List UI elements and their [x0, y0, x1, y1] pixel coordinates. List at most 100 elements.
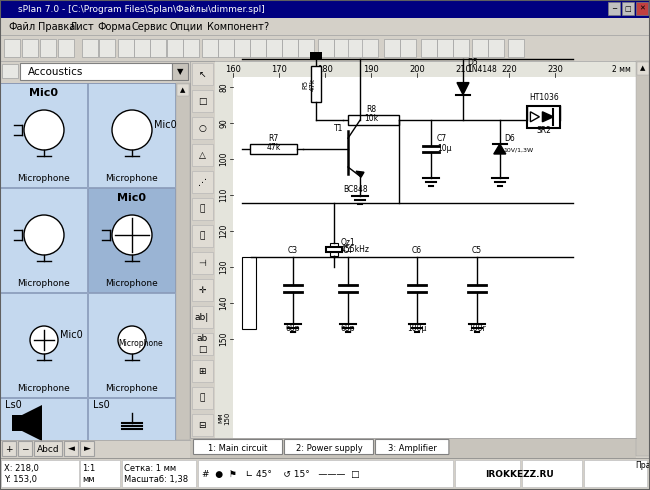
Text: 100μ: 100μ	[408, 324, 426, 333]
FancyBboxPatch shape	[194, 440, 283, 455]
Bar	[311, 66, 321, 102]
Bar	[34, 441, 62, 456]
Bar	[122, 460, 196, 487]
Bar	[362, 39, 378, 57]
Text: sPlan 7.0 - [C:\Program Files\Splan\Файлы\dimmer.spl]: sPlan 7.0 - [C:\Program Files\Splan\Файл…	[18, 4, 265, 14]
Text: Сервис: Сервис	[132, 22, 168, 31]
Text: R7: R7	[268, 134, 279, 143]
Text: ↖: ↖	[198, 70, 206, 78]
Bar	[0, 0, 650, 18]
Text: 120: 120	[220, 224, 229, 238]
Text: 1N4148: 1N4148	[467, 65, 497, 74]
Text: Accoustics: Accoustics	[28, 67, 83, 77]
Bar	[2, 441, 16, 456]
Text: Mic0: Mic0	[154, 120, 177, 130]
Text: 140: 140	[220, 296, 229, 310]
Bar	[1, 460, 79, 487]
Bar	[183, 39, 199, 57]
Bar	[0, 458, 650, 490]
Bar	[242, 257, 256, 329]
Bar	[0, 18, 650, 35]
Text: мм
150: мм 150	[218, 411, 231, 425]
Text: Mic0: Mic0	[60, 330, 83, 340]
Bar	[80, 460, 120, 487]
Bar	[172, 63, 188, 80]
Text: □: □	[625, 6, 631, 12]
Bar	[0, 440, 190, 458]
Bar	[472, 39, 488, 57]
FancyBboxPatch shape	[285, 440, 374, 455]
Text: 68p: 68p	[341, 324, 356, 333]
Bar	[334, 39, 350, 57]
Text: ◄: ◄	[68, 444, 75, 454]
Text: 2: Power supply: 2: Power supply	[296, 443, 363, 452]
Bar	[453, 39, 469, 57]
Text: Microphone: Microphone	[105, 278, 159, 288]
Text: C7: C7	[437, 134, 447, 143]
Bar	[266, 39, 282, 57]
Bar	[2, 64, 18, 78]
Text: ⊣: ⊣	[198, 259, 206, 268]
Bar	[192, 117, 213, 139]
Text: T1: T1	[334, 124, 343, 133]
Bar	[190, 438, 636, 458]
Bar	[82, 39, 98, 57]
Text: 47k: 47k	[266, 143, 281, 152]
Bar	[0, 398, 87, 440]
Text: ✛: ✛	[198, 286, 206, 294]
Bar	[150, 39, 166, 57]
Text: 🔍: 🔍	[200, 393, 205, 402]
Bar	[18, 441, 32, 456]
Text: 150: 150	[220, 332, 229, 346]
Text: R8: R8	[366, 105, 376, 114]
Text: C3: C3	[288, 246, 298, 255]
Text: 170: 170	[271, 65, 287, 74]
Bar	[192, 306, 213, 328]
Text: BC848: BC848	[343, 185, 368, 194]
Text: C4: C4	[343, 246, 353, 255]
Bar	[622, 2, 634, 15]
Text: 455kHz: 455kHz	[340, 245, 369, 254]
Text: Лист: Лист	[70, 22, 95, 31]
Bar	[250, 144, 298, 154]
Bar	[527, 106, 560, 128]
Text: Microphone: Microphone	[18, 278, 70, 288]
Text: ab
□: ab □	[196, 334, 207, 354]
FancyBboxPatch shape	[376, 440, 449, 455]
Text: 220: 220	[501, 65, 517, 74]
Bar	[584, 460, 647, 487]
Circle shape	[112, 215, 152, 255]
Text: 1:1
мм: 1:1 мм	[82, 464, 96, 485]
Bar	[326, 246, 342, 251]
Text: SR2: SR2	[536, 126, 551, 135]
Bar	[384, 39, 400, 57]
Text: ▲: ▲	[640, 65, 645, 71]
Text: #  ●  ⚑   ∟ 45°    ↺ 15°   ———  □: # ● ⚑ ∟ 45° ↺ 15° ——— □	[202, 469, 359, 479]
Text: 180: 180	[317, 65, 333, 74]
Bar	[298, 39, 314, 57]
Text: 10V/1,3W: 10V/1,3W	[504, 147, 534, 152]
Text: ab|: ab|	[195, 313, 209, 321]
Text: ─: ─	[612, 6, 616, 12]
Text: R5
47k: R5 47k	[302, 78, 315, 91]
Bar	[318, 39, 334, 57]
Bar	[250, 39, 266, 57]
Text: D5: D5	[467, 58, 478, 67]
Bar	[192, 225, 213, 247]
Bar	[0, 83, 87, 187]
Text: ►: ►	[84, 444, 90, 454]
Text: 130: 130	[220, 260, 229, 274]
Bar	[282, 39, 298, 57]
Text: ○: ○	[198, 123, 206, 132]
Text: 3: Amplifier: 3: Amplifier	[388, 443, 437, 452]
Text: Сетка: 1 мм
Масштаб: 1,38: Сетка: 1 мм Масштаб: 1,38	[124, 464, 188, 485]
Text: 100r: 100r	[468, 324, 486, 333]
Polygon shape	[542, 112, 553, 122]
Bar	[637, 62, 649, 75]
Text: HT1036: HT1036	[529, 93, 559, 102]
Text: 160: 160	[225, 65, 241, 74]
Bar	[88, 398, 175, 440]
Bar	[192, 90, 213, 112]
Bar	[508, 39, 524, 57]
Text: □: □	[198, 97, 206, 105]
